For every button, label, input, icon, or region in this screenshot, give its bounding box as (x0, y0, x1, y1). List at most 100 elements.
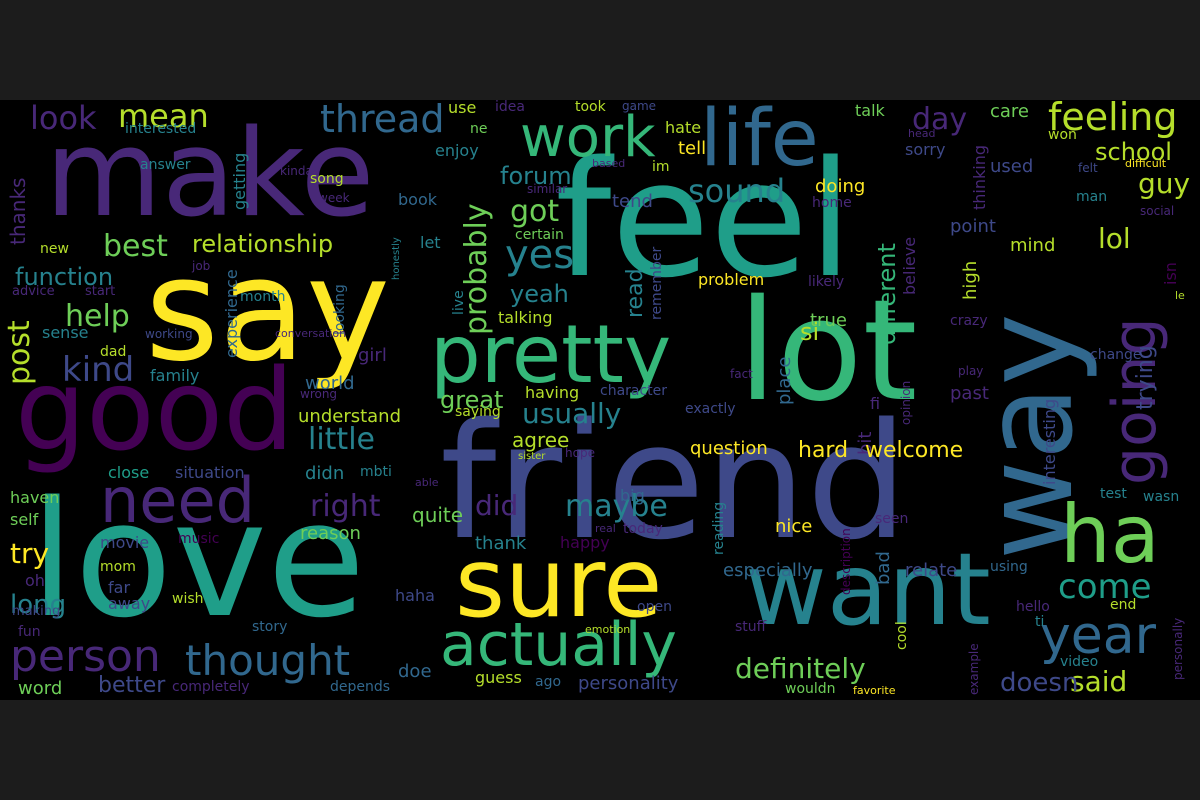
word-love: love (30, 466, 366, 653)
word-use: use (448, 100, 477, 117)
word-sound: sound (688, 172, 786, 210)
word-video: video (1060, 654, 1099, 670)
word-conversation: conversation (275, 327, 347, 340)
word-reading: reading (711, 501, 727, 555)
word-got: got (510, 194, 560, 229)
word-tend: tend (612, 191, 653, 212)
word-true: true (810, 310, 847, 331)
word-lol: lol (1098, 222, 1131, 255)
word-wrong: wrong (300, 387, 338, 401)
word-point: point (950, 216, 996, 237)
word-high: high (960, 260, 981, 300)
word-guess: guess (475, 668, 522, 687)
word-able: able (415, 476, 439, 489)
word-hope: hope (565, 446, 595, 460)
word-job: job (192, 259, 211, 273)
word-friend: friend (440, 388, 908, 575)
word-self: self (10, 510, 39, 529)
word-cool: cool (894, 621, 910, 650)
word-ti: ti (1035, 614, 1045, 630)
word-actually: actually (440, 610, 677, 680)
word-good: good (15, 346, 295, 476)
word-having: having (525, 383, 580, 402)
word-day: day (912, 102, 968, 137)
word-thanks: thanks (6, 177, 30, 245)
word-look: look (30, 100, 97, 137)
word-week: week (318, 191, 350, 205)
word-interested: interested (125, 121, 197, 137)
word-right: right (310, 489, 381, 524)
word-try: try (10, 537, 50, 570)
word-yeah: yeah (510, 280, 569, 308)
word-world: world (305, 373, 355, 394)
word-favorite: favorite (853, 684, 896, 697)
word-quite: quite (412, 503, 464, 527)
word-especially: especially (723, 560, 813, 581)
word-hard: hard (798, 438, 849, 463)
word-hate: hate (665, 118, 702, 137)
word-definitely: definitely (735, 652, 866, 685)
word-life: life (700, 100, 819, 184)
word-fun: fun (18, 624, 41, 640)
word-guy: guy (1138, 167, 1191, 200)
word-thread: thread (320, 100, 445, 141)
word-getting: getting (230, 152, 249, 210)
word-agree: agree (512, 428, 570, 452)
word-probably: probably (459, 203, 494, 335)
word-sister: sister (518, 451, 546, 462)
word-did: did (475, 489, 519, 522)
word-movie: movie (100, 533, 150, 552)
word-dad: dad (100, 344, 127, 360)
word-fi: fi (870, 394, 881, 413)
word-long: long (10, 590, 67, 620)
word-girl: girl (358, 345, 387, 366)
word-using: using (990, 559, 1028, 575)
word-lot: lot (738, 270, 918, 433)
word-ago: ago (535, 674, 562, 690)
word-oh: oh (25, 571, 45, 590)
word-kinda: kinda (280, 164, 313, 178)
word-welcome: welcome (865, 438, 964, 463)
word-mom: mom (100, 559, 136, 575)
word-doing: doing (815, 176, 866, 197)
word-word: word (18, 678, 63, 699)
word-understand: understand (298, 406, 402, 427)
word-won: won (1048, 127, 1077, 143)
word-mean: mean (118, 100, 209, 135)
word-yes: yes (505, 232, 575, 278)
word-work: work (520, 105, 656, 170)
word-maybe: maybe (565, 489, 668, 524)
word-post: post (2, 320, 37, 385)
word-si: si (800, 318, 820, 346)
word-place: place (774, 356, 795, 405)
word-opinion: opinion (899, 380, 913, 425)
word-come: come (1058, 567, 1152, 607)
word-fact: fact (730, 367, 753, 381)
word-depends: depends (330, 679, 391, 695)
word-different: different (873, 243, 901, 345)
word-didn: didn (305, 463, 345, 484)
word-talk: talk (855, 101, 885, 120)
word-social: social (1140, 204, 1175, 218)
word-advice: advice (12, 284, 55, 299)
word-wasn: wasn (1143, 489, 1180, 505)
word-experience: experience (222, 269, 241, 358)
word-feel: feel (555, 126, 853, 313)
word-believe: believe (900, 236, 919, 295)
word-real: real (595, 522, 616, 535)
word-sorry: sorry (905, 140, 946, 159)
word-happy: happy (560, 533, 610, 552)
word-haven: haven (10, 488, 60, 507)
word-haha: haha (395, 586, 435, 605)
word-wish: wish (172, 591, 204, 607)
word-live: live (451, 290, 467, 315)
word-read: read (623, 268, 648, 318)
word-tell: tell (678, 138, 707, 159)
word-new: new (40, 241, 69, 257)
word-crazy: crazy (950, 313, 988, 329)
word-mind: mind (1010, 235, 1056, 256)
word-month: month (240, 289, 286, 305)
word-great: great (440, 386, 504, 414)
word-took: took (575, 100, 606, 115)
word-honestly: honestly (391, 237, 402, 280)
